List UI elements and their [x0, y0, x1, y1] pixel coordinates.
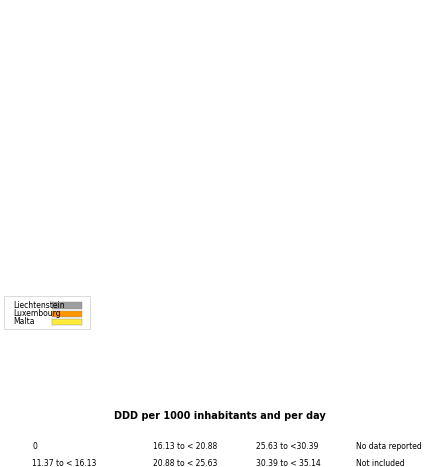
Bar	[129, 460, 149, 467]
Bar	[8, 460, 28, 467]
Bar	[233, 460, 252, 467]
Text: 0: 0	[32, 442, 37, 451]
Bar	[332, 460, 351, 467]
Text: Liechtenstein: Liechtenstein	[13, 301, 65, 310]
Bar	[52, 302, 82, 309]
Text: 25.63 to <30.39: 25.63 to <30.39	[256, 442, 319, 451]
Text: DDD per 1000 inhabitants and per day: DDD per 1000 inhabitants and per day	[114, 411, 326, 421]
Bar	[233, 442, 252, 449]
Text: Not included: Not included	[356, 460, 404, 467]
Text: 20.88 to < 25.63: 20.88 to < 25.63	[153, 460, 217, 467]
FancyBboxPatch shape	[4, 296, 91, 329]
Text: Luxembourg: Luxembourg	[13, 309, 61, 318]
Bar	[8, 442, 28, 449]
Text: 11.37 to < 16.13: 11.37 to < 16.13	[32, 460, 96, 467]
Bar	[129, 442, 149, 449]
Text: 16.13 to < 20.88: 16.13 to < 20.88	[153, 442, 217, 451]
Bar	[332, 442, 351, 449]
Text: 30.39 to < 35.14: 30.39 to < 35.14	[256, 460, 321, 467]
Text: Malta: Malta	[13, 318, 34, 326]
Bar	[52, 318, 82, 325]
Bar	[52, 311, 82, 317]
Text: No data reported: No data reported	[356, 442, 421, 451]
